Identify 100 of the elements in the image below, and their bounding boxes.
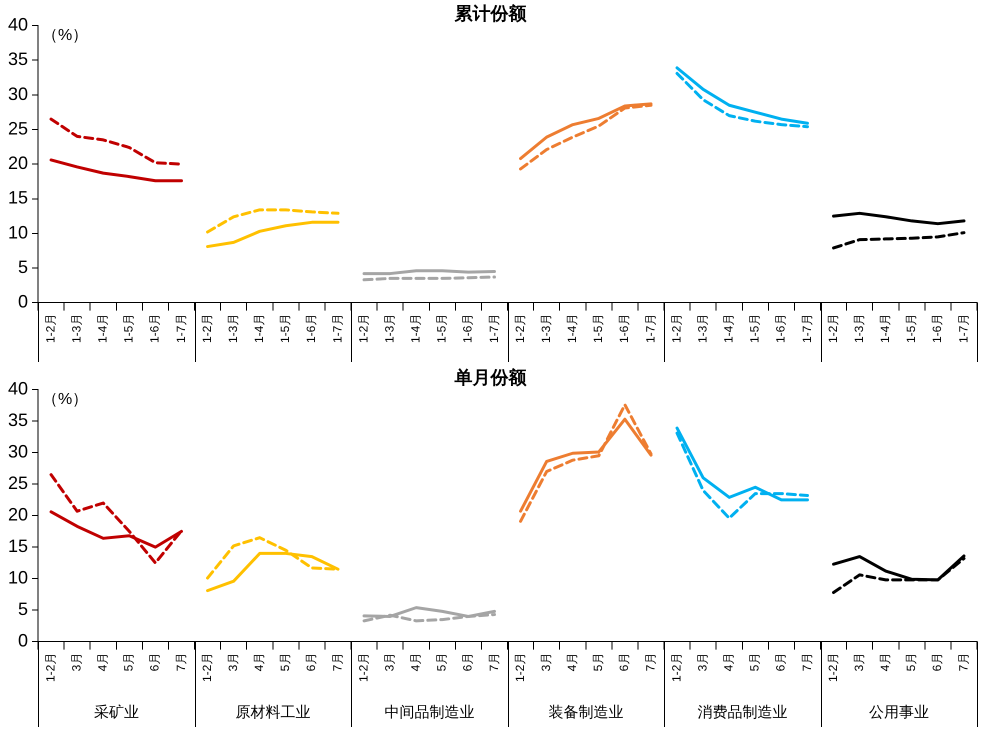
y-tick-label: 25 bbox=[8, 473, 28, 494]
x-tick-label: 1-2月 bbox=[200, 314, 214, 343]
x-tick-label: 1-3月 bbox=[695, 314, 710, 343]
x-tick-label: 5月 bbox=[748, 652, 762, 672]
x-tick-label: 1-6月 bbox=[930, 314, 944, 343]
x-tick-label: 5月 bbox=[278, 652, 292, 672]
x-tick-label: 1-2月 bbox=[826, 314, 840, 343]
x-tick-label: 4月 bbox=[878, 652, 892, 672]
text: 原材料工业 bbox=[235, 704, 310, 721]
x-tick-label: 1-7月 bbox=[956, 314, 970, 343]
chart-title: 单月份额 bbox=[454, 367, 528, 388]
x-tick-label: 1-5月 bbox=[122, 314, 136, 343]
y-tick-label: 15 bbox=[8, 536, 28, 556]
x-tick-label: 1-3月 bbox=[538, 314, 553, 343]
x-tick-label: 4月 bbox=[408, 652, 423, 672]
y-tick-label: 0 bbox=[18, 630, 28, 651]
x-tick-label: 7月 bbox=[330, 652, 344, 672]
x-tick-label: 1-5月 bbox=[591, 314, 606, 343]
x-tick-label: 7月 bbox=[174, 652, 188, 672]
line-series bbox=[206, 208, 340, 234]
x-tick-label: 1-2月 bbox=[669, 314, 684, 343]
text: 公用事业 bbox=[868, 704, 929, 721]
x-tick-label: 5月 bbox=[434, 652, 449, 672]
x-tick-label: 4月 bbox=[722, 652, 736, 672]
y-axis-title: （%） bbox=[42, 27, 88, 44]
x-tick-label: 1-2月 bbox=[356, 314, 370, 343]
y-tick-label: 35 bbox=[8, 410, 28, 430]
y-tick-label: 5 bbox=[18, 256, 28, 277]
x-tick-label: 1-2月 bbox=[669, 652, 684, 682]
text: 消费品制造业 bbox=[697, 704, 788, 721]
x-tick-label: 7月 bbox=[486, 652, 501, 672]
text: 采矿业 bbox=[94, 704, 139, 721]
y-tick-label: 10 bbox=[8, 222, 28, 242]
x-tick-label: 1-2月 bbox=[826, 652, 840, 682]
x-tick-label: 7月 bbox=[956, 652, 970, 672]
x-tick-label: 1-6月 bbox=[460, 314, 475, 343]
y-tick-label: 20 bbox=[8, 504, 28, 525]
x-tick-label: 1-6月 bbox=[774, 314, 788, 343]
y-tick-label: 10 bbox=[8, 568, 28, 588]
x-tick-label: 5月 bbox=[904, 652, 918, 672]
x-tick-label: 3月 bbox=[695, 652, 710, 672]
x-tick-label: 1-2月 bbox=[356, 652, 370, 682]
x-tick-label: 6月 bbox=[617, 652, 632, 672]
y-tick-label: 40 bbox=[8, 378, 28, 399]
x-tick-label: 1-2月 bbox=[200, 652, 214, 682]
x-tick-label: 6月 bbox=[930, 652, 944, 672]
x-tick-label: 1-3月 bbox=[226, 314, 240, 343]
x-tick-label: 1-2月 bbox=[43, 652, 58, 682]
x-tick-label: 5月 bbox=[591, 652, 606, 672]
x-tick-label: 1-6月 bbox=[617, 314, 632, 343]
text: 装备制造业 bbox=[548, 704, 624, 721]
x-tick-label: 3月 bbox=[538, 652, 553, 672]
line-series bbox=[832, 556, 966, 594]
x-tick-label: 3月 bbox=[226, 652, 240, 672]
x-tick-label: 3月 bbox=[382, 652, 396, 672]
x-tick-label: 3月 bbox=[852, 652, 866, 672]
x-tick-label: 5月 bbox=[122, 652, 136, 672]
x-tick-label: 1-4月 bbox=[96, 314, 110, 343]
x-tick-label: 1-5月 bbox=[434, 314, 449, 343]
y-axis-title: （%） bbox=[42, 391, 88, 408]
x-tick-label: 1-5月 bbox=[748, 314, 762, 343]
x-tick-label: 6月 bbox=[148, 652, 162, 672]
y-tick-label: 15 bbox=[8, 188, 28, 208]
x-tick-label: 1-7月 bbox=[174, 314, 188, 343]
x-tick-label: 1-3月 bbox=[69, 314, 84, 343]
y-tick-label: 35 bbox=[8, 49, 28, 70]
x-tick-label: 7月 bbox=[800, 652, 814, 672]
x-tick-label: 1-4月 bbox=[565, 314, 580, 343]
x-tick-label: 4月 bbox=[96, 652, 110, 672]
x-tick-label: 1-6月 bbox=[148, 314, 162, 343]
x-tick-label: 1-4月 bbox=[408, 314, 423, 343]
y-tick-label: 0 bbox=[18, 292, 28, 312]
x-tick-label: 1-3月 bbox=[852, 314, 866, 343]
x-tick-label: 1-7月 bbox=[643, 314, 658, 343]
y-tick-label: 40 bbox=[8, 14, 28, 35]
x-tick-label: 7月 bbox=[643, 652, 658, 672]
y-tick-label: 20 bbox=[8, 153, 28, 174]
x-tick-label: 1-5月 bbox=[278, 314, 292, 343]
x-tick-label: 1-2月 bbox=[512, 314, 527, 343]
x-tick-label: 1-2月 bbox=[512, 652, 527, 682]
x-tick-label: 1-6月 bbox=[304, 314, 318, 343]
x-tick-label: 6月 bbox=[774, 652, 788, 672]
x-tick-label: 4月 bbox=[565, 652, 580, 672]
x-tick-label: 1-4月 bbox=[878, 314, 892, 343]
y-tick-label: 30 bbox=[8, 442, 28, 462]
x-tick-label: 6月 bbox=[460, 652, 475, 672]
x-tick-label: 4月 bbox=[252, 652, 266, 672]
x-tick-label: 1-3月 bbox=[382, 314, 396, 343]
x-tick-label: 1-2月 bbox=[43, 314, 58, 343]
text: 中间品制造业 bbox=[384, 704, 474, 721]
x-tick-label: 1-4月 bbox=[722, 314, 736, 343]
y-tick-label: 5 bbox=[18, 599, 28, 620]
x-tick-label: 6月 bbox=[304, 652, 318, 672]
x-tick-label: 3月 bbox=[69, 652, 84, 672]
x-tick-label: 1-7月 bbox=[486, 314, 501, 343]
x-tick-label: 1-5月 bbox=[904, 314, 918, 343]
line-series bbox=[50, 118, 183, 166]
y-tick-label: 30 bbox=[8, 84, 28, 104]
x-tick-label: 1-7月 bbox=[330, 314, 344, 343]
chart-title: 累计份额 bbox=[454, 3, 528, 24]
